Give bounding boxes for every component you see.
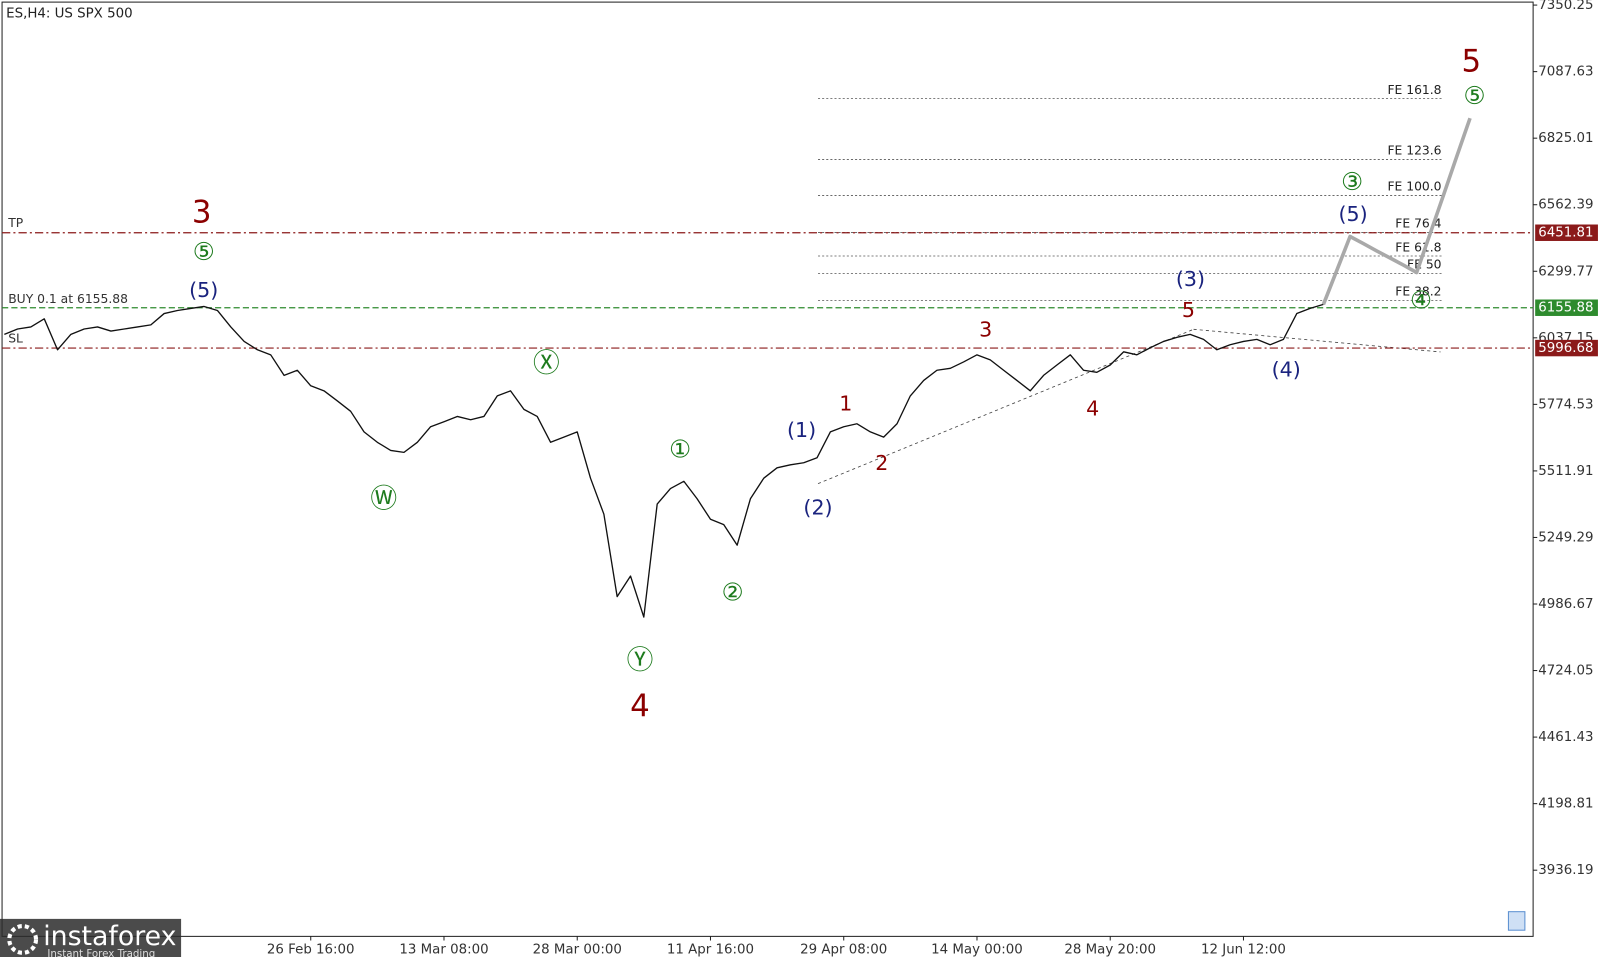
y-tick-label: 6299.77	[1538, 264, 1593, 279]
watermark-box	[0, 918, 182, 957]
y-tick-label: 6825.01	[1538, 131, 1593, 146]
wave-label: ⑤	[1463, 81, 1485, 110]
wave-label: (4)	[1272, 357, 1301, 381]
wave-label: ③	[1341, 167, 1363, 196]
y-tick-label: 5511.91	[1538, 464, 1593, 479]
price-level-name: BUY 0.1 at 6155.88	[8, 292, 128, 306]
wave-label: 5	[1462, 43, 1482, 79]
price-level-value: 6451.81	[1538, 226, 1593, 241]
y-tick-label: 4198.81	[1538, 797, 1593, 812]
price-level-box	[1535, 339, 1598, 357]
wave-label: 1	[839, 391, 852, 415]
fib-label: FE 123.6	[1387, 144, 1441, 158]
fib-label: FE 161.8	[1387, 83, 1441, 97]
wave-label: 3	[192, 195, 212, 231]
x-tick-label: 28 May 20:00	[1064, 943, 1156, 957]
y-tick-label: 4724.05	[1538, 664, 1593, 679]
wave-label: 4	[1086, 397, 1099, 421]
y-tick-label: 5249.29	[1538, 530, 1593, 545]
price-level-value: 5996.68	[1538, 341, 1593, 356]
plot-frame	[1, 1, 1534, 937]
watermark-brand: instaforex	[43, 921, 176, 952]
wave-label: Ⓧ	[533, 348, 560, 379]
price-line	[4, 303, 1324, 618]
y-tick-label: 7087.63	[1538, 65, 1593, 80]
x-tick-label: 26 Feb 16:00	[267, 943, 355, 957]
wave-label: ④	[1410, 286, 1432, 315]
price-level-box	[1535, 224, 1598, 241]
chart-title: ES,H4: US SPX 500	[6, 6, 132, 21]
wave-label: Ⓦ	[370, 484, 397, 515]
wave-label: (1)	[787, 418, 816, 442]
wave-label: ②	[722, 578, 744, 607]
watermark-logo	[7, 924, 39, 955]
y-tick-label: 6562.39	[1538, 198, 1593, 213]
wave-label: 5	[1182, 298, 1195, 322]
wave-label: Ⓨ	[627, 645, 654, 676]
wave-label: 4	[630, 688, 650, 724]
fib-label: FE 61.8	[1395, 240, 1441, 254]
fib-label: FE 100.0	[1387, 180, 1441, 194]
y-tick-label: 3936.19	[1538, 863, 1593, 878]
fib-label: FE 76.4	[1395, 217, 1441, 231]
price-level-value: 6155.88	[1538, 301, 1593, 316]
projection-line	[1321, 117, 1472, 306]
y-tick-label: 4461.43	[1538, 730, 1593, 745]
wave-label: (2)	[803, 495, 832, 519]
fib-label: FE 50	[1407, 258, 1442, 272]
x-tick-label: 14 May 00:00	[931, 943, 1023, 957]
y-tick-label: 5774.53	[1538, 397, 1593, 412]
wave-label: 2	[875, 451, 888, 475]
price-level-name: SL	[8, 331, 23, 345]
price-level-name: TP	[7, 216, 24, 230]
price-level-box	[1535, 299, 1598, 316]
trend-line	[1193, 328, 1441, 353]
watermark-tagline: Instant Forex Trading	[47, 948, 155, 957]
y-tick-label: 4986.67	[1538, 597, 1593, 612]
wave-label: (3)	[1176, 267, 1205, 291]
fib-label: FE 38.2	[1395, 285, 1441, 299]
wave-label: ①	[669, 435, 691, 464]
y-tick-label: 7350.25	[1538, 0, 1593, 13]
wave-label: ⑤	[193, 237, 215, 266]
x-tick-label: 29 Apr 08:00	[800, 943, 887, 957]
corner-icon	[1507, 911, 1526, 931]
x-tick-label: 13 Mar 08:00	[399, 943, 488, 957]
x-tick-label: 11 Apr 16:00	[667, 943, 754, 957]
x-tick-label: 28 Mar 00:00	[533, 943, 622, 957]
wave-label: (5)	[189, 278, 218, 302]
x-tick-label: 12 Jun 12:00	[1201, 943, 1286, 957]
wave-label: (5)	[1338, 202, 1367, 226]
wave-label: 3	[979, 317, 992, 341]
